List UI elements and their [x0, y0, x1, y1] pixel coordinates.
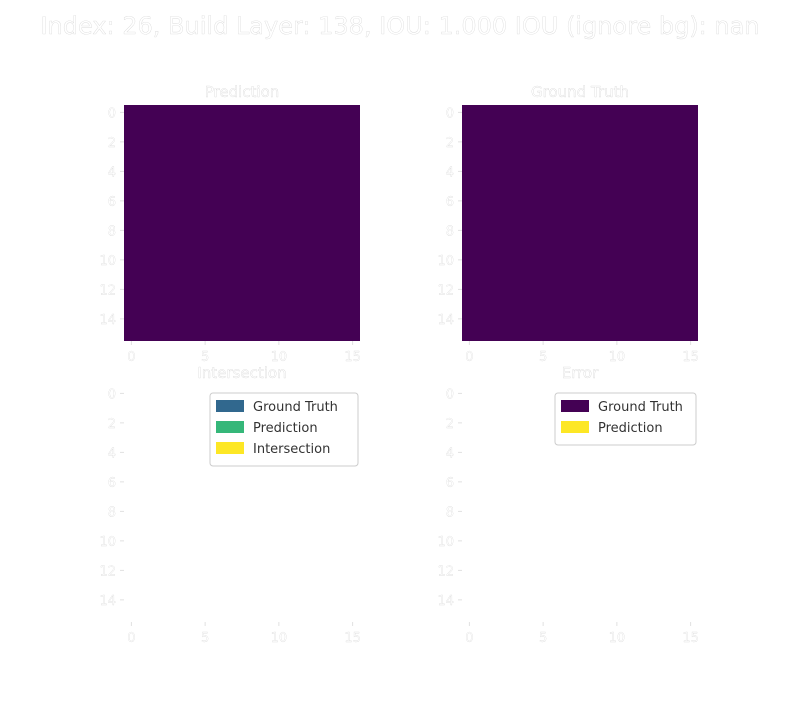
y-tick-label: 10 — [99, 535, 116, 550]
x-tick-label: 15 — [682, 350, 699, 365]
subplot-title: Prediction — [205, 83, 280, 101]
legend-label: Prediction — [598, 421, 663, 436]
subplot-2: Ground Truth 0 2 4 6 8 10 12 14 0 5 10 15 — [437, 83, 699, 365]
y-tick-label: 2 — [108, 136, 116, 151]
y-tick-label: 0 — [446, 387, 454, 402]
y-tick-label: 0 — [108, 387, 116, 402]
y-tick-label: 2 — [446, 417, 454, 432]
legend: Ground Truth Prediction — [554, 392, 697, 446]
x-tick-label: 5 — [201, 350, 209, 365]
heatmap-image — [124, 105, 360, 341]
x-tick-label: 10 — [609, 631, 626, 646]
y-tick-label: 8 — [446, 224, 454, 239]
y-tick-label: 8 — [108, 224, 116, 239]
x-tick-label: 15 — [344, 631, 361, 646]
y-tick-label: 4 — [446, 165, 454, 180]
y-tick-label: 4 — [108, 165, 116, 180]
y-tick-label: 0 — [446, 106, 454, 121]
x-tick-label: 5 — [201, 631, 209, 646]
subplot-grid: Prediction 0 2 4 6 8 10 12 14 0 5 10 15 Ground Truth 0… — [99, 83, 699, 646]
y-tick-label: 8 — [108, 505, 116, 520]
x-tick-label: 0 — [465, 631, 473, 646]
y-tick-label: 14 — [99, 313, 116, 328]
subplot-title: Error — [562, 364, 599, 382]
legend-label: Intersection — [253, 442, 330, 457]
legend-label: Ground Truth — [253, 400, 338, 415]
subplot-title: Ground Truth — [531, 83, 629, 101]
y-tick-label: 12 — [99, 564, 116, 579]
y-tick-label: 12 — [437, 283, 454, 298]
y-tick-label: 6 — [108, 476, 116, 491]
figure-title: Index: 26, Build Layer: 138, IOU: 1.000 … — [40, 12, 759, 40]
legend-swatch — [216, 442, 244, 454]
legend-swatch — [561, 421, 589, 433]
y-tick-label: 10 — [99, 254, 116, 269]
y-tick-label: 2 — [108, 417, 116, 432]
subplot-4: Error 0 2 4 6 8 10 12 14 0 5 10 15 Ground Truth Predic… — [437, 364, 699, 646]
x-tick-label: 10 — [271, 350, 288, 365]
x-tick-label: 0 — [127, 350, 135, 365]
legend-frame — [209, 392, 359, 467]
y-tick-label: 2 — [446, 136, 454, 151]
legend-swatch — [216, 421, 244, 433]
x-tick-label: 0 — [127, 631, 135, 646]
subplot-3: Intersection 0 2 4 6 8 10 12 14 0 5 10 15 Ground Trut… — [99, 364, 361, 646]
x-tick-label: 15 — [344, 350, 361, 365]
subplot-1: Prediction 0 2 4 6 8 10 12 14 0 5 10 15 — [99, 83, 361, 365]
y-tick-label: 4 — [446, 446, 454, 461]
legend-swatch — [216, 400, 244, 412]
heatmap-image — [462, 105, 698, 341]
x-tick-label: 15 — [682, 631, 699, 646]
y-tick-label: 6 — [108, 195, 116, 210]
x-tick-label: 10 — [271, 631, 288, 646]
subplot-title: Intersection — [197, 364, 286, 382]
y-tick-label: 8 — [446, 505, 454, 520]
x-tick-label: 0 — [465, 350, 473, 365]
x-tick-label: 5 — [539, 350, 547, 365]
legend-frame — [554, 392, 697, 446]
y-tick-label: 0 — [108, 106, 116, 121]
y-tick-label: 6 — [446, 195, 454, 210]
legend-label: Prediction — [253, 421, 318, 436]
legend: Ground Truth Prediction Intersection — [209, 392, 359, 467]
y-tick-label: 14 — [437, 594, 454, 609]
y-tick-label: 10 — [437, 254, 454, 269]
y-tick-label: 10 — [437, 535, 454, 550]
legend-swatch — [561, 400, 589, 412]
y-tick-label: 14 — [99, 594, 116, 609]
legend-label: Ground Truth — [598, 400, 683, 415]
x-tick-label: 10 — [609, 350, 626, 365]
y-tick-label: 4 — [108, 446, 116, 461]
y-tick-label: 6 — [446, 476, 454, 491]
y-tick-label: 14 — [437, 313, 454, 328]
y-tick-label: 12 — [437, 564, 454, 579]
y-tick-label: 12 — [99, 283, 116, 298]
x-tick-label: 5 — [539, 631, 547, 646]
